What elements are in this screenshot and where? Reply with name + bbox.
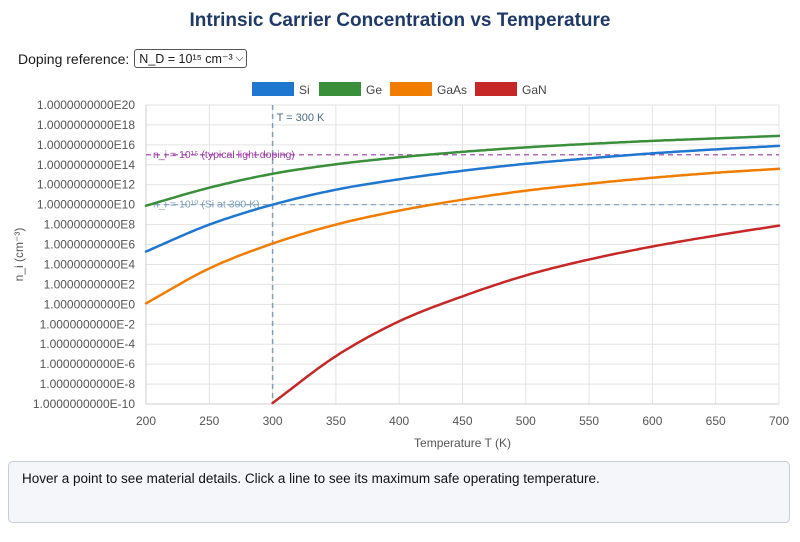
x-axis-title: Temperature T (K) <box>414 436 511 450</box>
annotation-hline-label: n_i = 10¹⁰ (Si at 300 K) <box>153 199 260 211</box>
chart-title: Intrinsic Carrier Concentration vs Tempe… <box>189 10 611 31</box>
y-tick-label: 1.0000000000E-4 <box>40 337 136 351</box>
doping-select[interactable]: N_D = 10¹⁵ cm⁻³ ⌵ <box>134 49 248 68</box>
y-tick-label: 1.0000000000E10 <box>37 198 135 212</box>
info-panel: Hover a point to see material details. C… <box>8 461 790 523</box>
y-tick-label: 1.0000000000E-10 <box>33 397 135 411</box>
y-tick-label: 1.0000000000E2 <box>44 277 136 291</box>
series-line-gan[interactable] <box>271 224 781 405</box>
chart-annotations: T = 300 K n_i = 10¹⁵ (typical light dopin… <box>146 105 779 404</box>
chart-legend: Si Ge GaAs GaN <box>252 82 547 97</box>
series-line-ge[interactable] <box>144 134 781 207</box>
series-line-si[interactable] <box>144 144 781 253</box>
legend-label-gaas[interactable]: GaAs <box>437 83 467 97</box>
x-tick-label: 400 <box>389 414 409 428</box>
x-tick-label: 600 <box>642 414 662 428</box>
y-tick-label: 1.0000000000E16 <box>37 138 135 152</box>
y-tick-label: 1.0000000000E4 <box>44 257 136 271</box>
x-tick-label: 250 <box>199 414 219 428</box>
y-tick-label: 1.0000000000E8 <box>44 218 136 232</box>
doping-select-value: N_D = 10¹⁵ cm⁻³ <box>139 52 233 66</box>
y-tick-label: 1.0000000000E18 <box>37 118 135 132</box>
legend-label-ge[interactable]: Ge <box>366 83 382 97</box>
x-tick-label: 550 <box>579 414 599 428</box>
doping-label: Doping reference: <box>18 50 130 67</box>
y-tick-label: 1.0000000000E-6 <box>40 357 136 371</box>
series-line-gaas[interactable] <box>144 167 781 305</box>
legend-swatch-gan[interactable] <box>475 82 517 96</box>
x-tick-label: 500 <box>516 414 536 428</box>
chart-canvas: 200 250 300 350 400 450 500 550 600 650 700 1.00000… <box>12 82 789 450</box>
chart-series <box>144 134 781 405</box>
y-tick-label: 1.0000000000E6 <box>44 238 136 252</box>
legend-swatch-gaas[interactable] <box>390 82 432 96</box>
y-tick-label: 1.0000000000E20 <box>37 98 135 112</box>
y-tick-label: 1.0000000000E12 <box>37 178 135 192</box>
x-tick-label: 700 <box>769 414 789 428</box>
y-tick-label: 1.0000000000E-8 <box>40 377 136 391</box>
legend-label-si[interactable]: Si <box>299 83 310 97</box>
legend-label-gan[interactable]: GaN <box>522 83 547 97</box>
x-tick-label: 300 <box>263 414 283 428</box>
x-tick-label: 350 <box>326 414 346 428</box>
x-tick-label: 200 <box>136 414 156 428</box>
legend-swatch-ge[interactable] <box>319 82 361 96</box>
annotation-hline-label: n_i = 10¹⁵ (typical light doping) <box>153 149 295 161</box>
annotation-vline-label: T = 300 K <box>277 112 325 124</box>
x-tick-label: 450 <box>452 414 472 428</box>
y-tick-label: 1.0000000000E-2 <box>40 317 136 331</box>
chevron-down-icon: ⌵ <box>235 53 244 64</box>
x-tick-label: 650 <box>706 414 726 428</box>
doping-control: Doping reference: N_D = 10¹⁵ cm⁻³ ⌵ <box>18 49 248 68</box>
y-axis-title: n_i (cm⁻³) <box>12 228 26 282</box>
y-tick-label: 1.0000000000E14 <box>37 158 135 172</box>
chart-axes: 200 250 300 350 400 450 500 550 600 650 700 1.00000… <box>12 98 789 450</box>
legend-swatch-si[interactable] <box>252 82 294 96</box>
y-tick-label: 1.0000000000E0 <box>44 297 136 311</box>
